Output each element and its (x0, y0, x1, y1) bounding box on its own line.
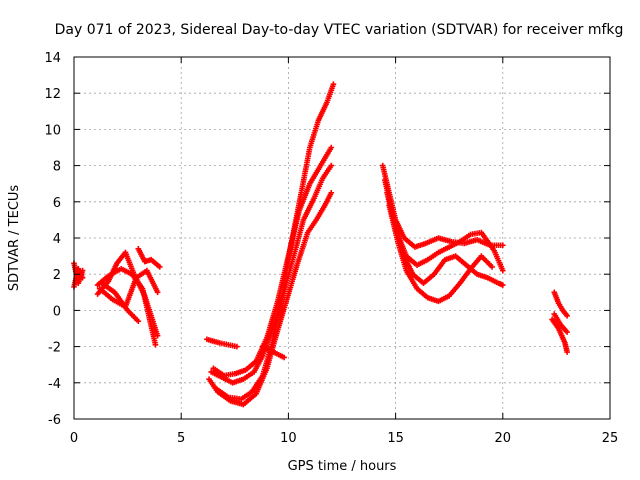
data-point (281, 354, 287, 361)
y-tick-labels: -6 -4 -2 0 2 4 6 8 10 12 14 (44, 51, 61, 428)
y-tick-label: 2 (53, 268, 61, 283)
y-tick-label: 0 (53, 304, 61, 319)
series-trace-d4 (386, 202, 495, 305)
series-trace-e2 (549, 316, 570, 355)
chart-title: Day 071 of 2023, Sidereal Day-to-day VTE… (55, 22, 624, 38)
data-point (154, 332, 161, 339)
data-point (135, 318, 142, 325)
x-axis-label: GPS time / hours (288, 459, 397, 474)
y-tick-label: 10 (44, 123, 61, 138)
data-point (328, 189, 335, 196)
data-point (500, 242, 506, 249)
y-axis-label: SDTVAR / TECUs (7, 185, 22, 292)
x-tick-label: 10 (280, 431, 297, 446)
series-trace-e1 (551, 289, 570, 319)
y-tick-label: 12 (44, 87, 61, 102)
axis-ticks (73, 56, 611, 420)
y-tick-label: 8 (53, 160, 61, 175)
series-trace-c6 (259, 343, 287, 361)
series-trace-b5 (135, 246, 163, 270)
y-tick-label: -4 (48, 377, 61, 392)
x-tick-label: 25 (602, 431, 619, 446)
data-point (234, 343, 240, 350)
data-point (564, 329, 570, 335)
data-point (154, 289, 161, 296)
data-point (500, 282, 506, 288)
series-trace-c5 (212, 81, 337, 402)
x-tick-label: 5 (177, 431, 185, 446)
x-tick-label: 15 (387, 431, 404, 446)
y-tick-label: 4 (53, 232, 61, 247)
y-tick-label: 6 (53, 196, 61, 211)
series-trace-e3 (551, 311, 570, 335)
series-trace-c1 (204, 336, 240, 350)
data-point (156, 264, 163, 270)
x-tick-labels: 0 5 10 15 20 25 (70, 431, 618, 446)
data-point (330, 81, 337, 87)
data-point (328, 144, 335, 151)
data-point (564, 349, 570, 355)
data-point (489, 264, 495, 270)
series-trace-b4 (99, 280, 142, 325)
data-marks (71, 81, 570, 408)
data-point (564, 313, 570, 319)
y-tick-label: -6 (48, 413, 61, 428)
grid-lines (74, 57, 610, 419)
y-tick-label: -2 (48, 341, 61, 356)
data-point (79, 267, 86, 274)
data-point (328, 162, 335, 169)
data-point (500, 267, 506, 274)
x-tick-label: 20 (495, 431, 512, 446)
y-tick-label: 14 (44, 51, 61, 66)
x-tick-label: 0 (70, 431, 78, 446)
data-point (152, 341, 159, 348)
